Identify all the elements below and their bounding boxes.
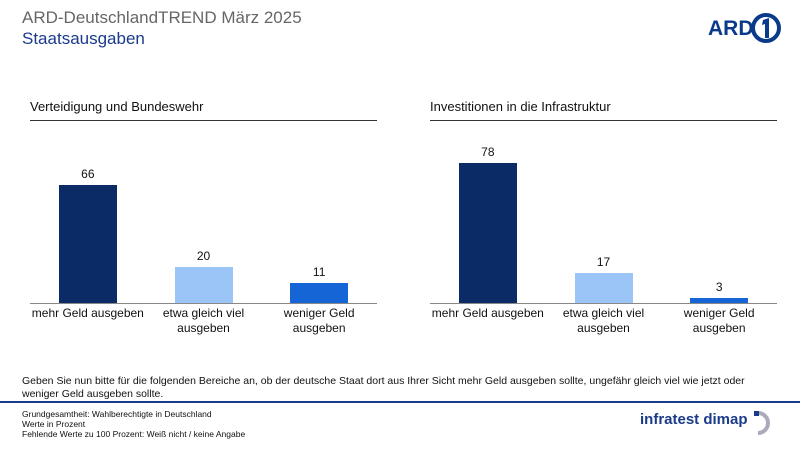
question-text: Geben Sie nun bitte für die folgenden Be… [22,375,745,400]
title-rule [30,120,377,121]
x-tick-label: mehr Geld ausgeben [31,306,144,320]
ard-logo-circle [751,13,781,43]
value-label: 66 [81,166,95,181]
x-tick-label: weniger Geld ausgeben [683,306,755,335]
bar [690,297,749,303]
footnotes: Grundgesamtheit: Wahlberechtigte in Deut… [22,409,245,439]
x-tick-label: etwa gleich viel ausgeben [162,306,245,335]
footnote: Werte in Prozent [22,419,86,429]
x-tick-label: weniger Geld ausgeben [283,306,355,335]
infratest-logo-dot [754,411,759,416]
infratest-logo-arc [757,411,770,435]
value-label: 20 [196,249,211,264]
baseline [430,303,777,304]
chart-title: Verteidigung und Bundeswehr [30,99,204,114]
ard-logo-text: ARD [708,17,754,40]
bar [174,267,233,303]
chart-title: Investitionen in die Infrastruktur [430,99,611,114]
bar [290,283,349,303]
value-label: 78 [481,145,495,160]
title-rule [430,120,777,121]
footnote: Grundgesamtheit: Wahlberechtigte in Deut… [22,409,212,419]
value-label: 17 [596,254,611,269]
header-title: ARD-DeutschlandTREND März 2025 [22,8,302,27]
footnote: Fehlende Werte zu 100 Prozent: Weiß nich… [22,429,246,439]
value-label: 11 [312,265,326,280]
infratest-logo-text: infratest dimap [640,411,748,428]
value-label: 3 [715,279,723,294]
ard-logo-one [762,18,769,38]
baseline [30,303,377,304]
footer-rule [0,401,800,403]
header-subtitle: Staatsausgaben [22,29,145,48]
ard-logo: ARD [708,13,781,43]
x-tick-label: etwa gleich viel ausgeben [562,306,645,335]
bar [574,272,633,303]
bar [58,184,117,303]
infratest-logo-mark [754,411,770,435]
bar [458,163,517,303]
x-tick-label: mehr Geld ausgeben [431,306,544,320]
